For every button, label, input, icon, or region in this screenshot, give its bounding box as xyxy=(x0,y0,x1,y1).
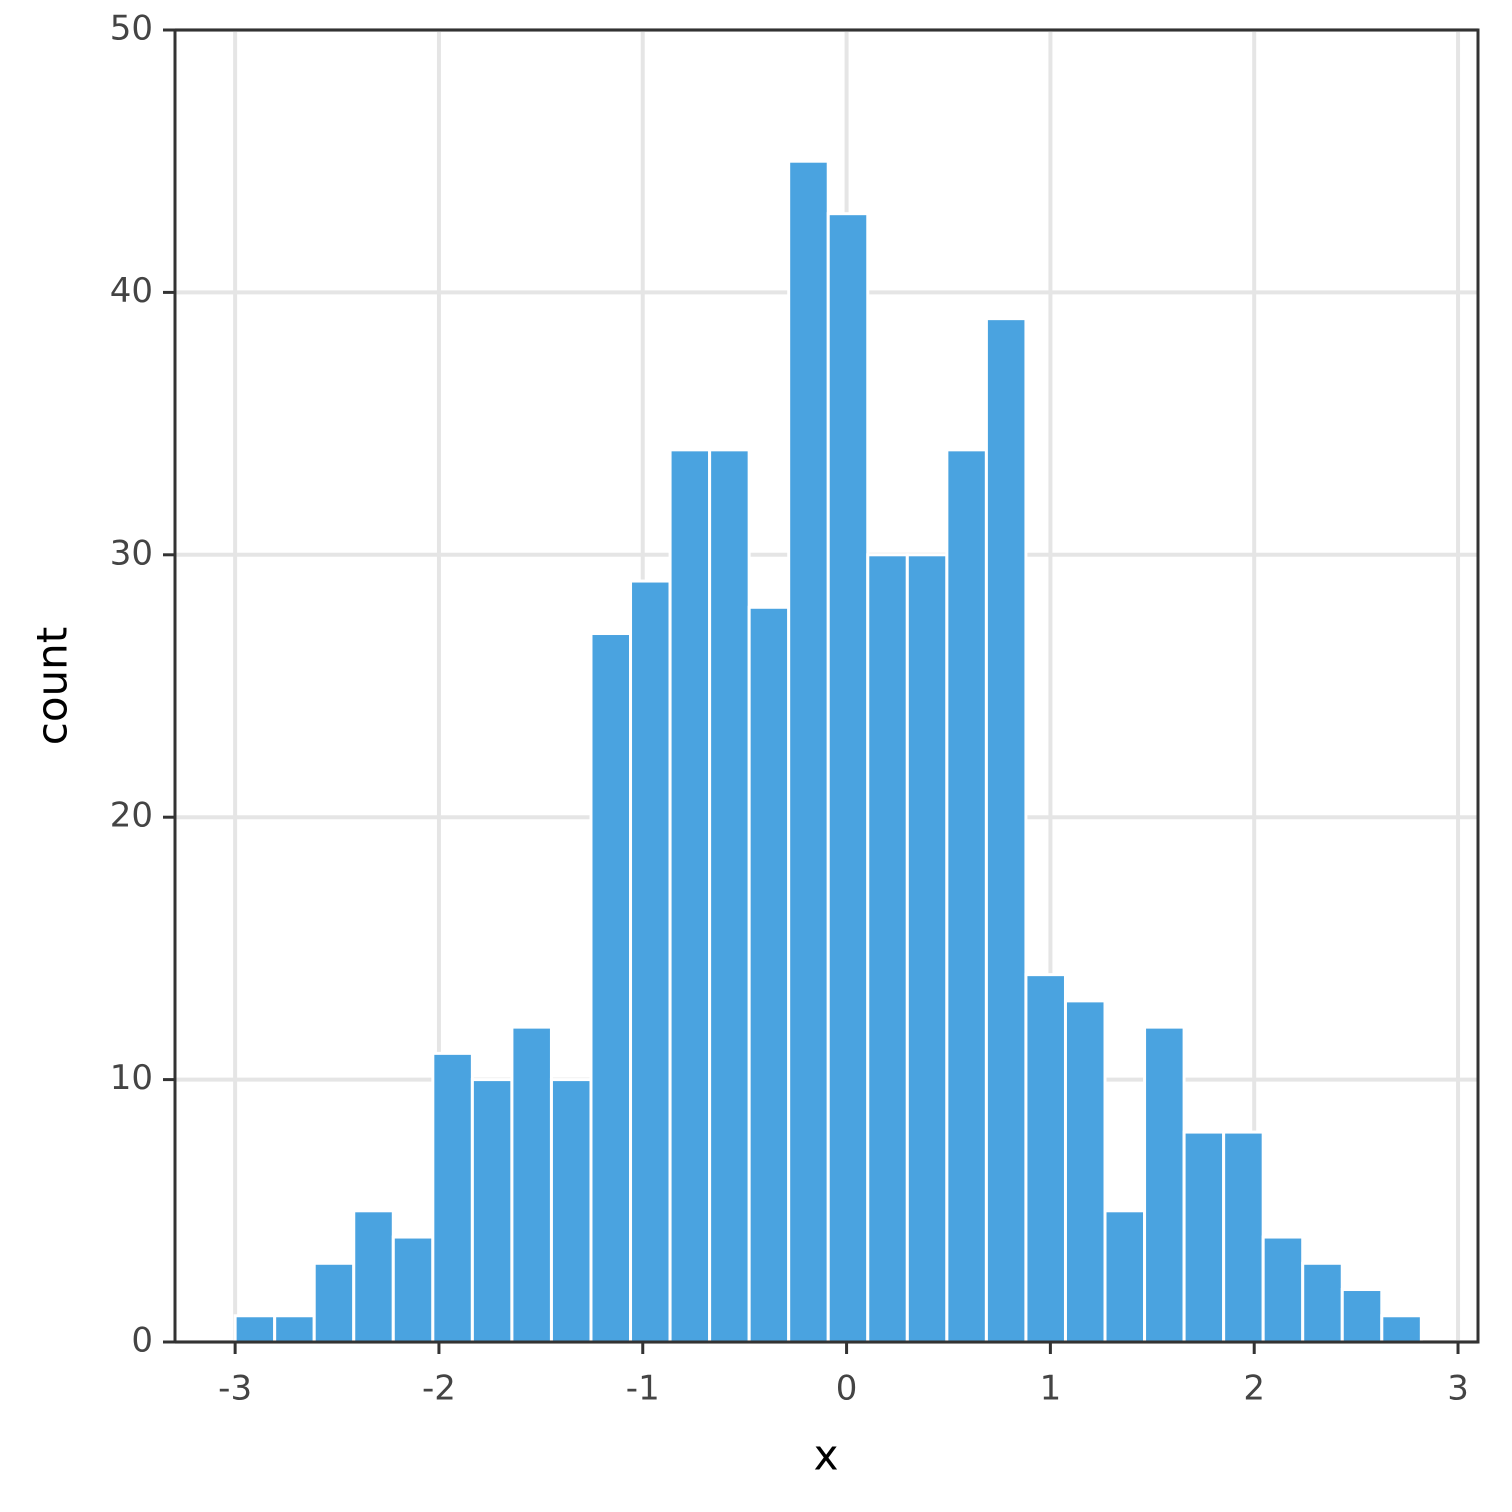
bar xyxy=(273,1314,316,1344)
bar xyxy=(1063,999,1107,1344)
bar xyxy=(945,448,988,1344)
x-tick-label: -3 xyxy=(218,1369,252,1409)
bar xyxy=(1024,973,1067,1344)
bar xyxy=(470,1078,514,1344)
bar xyxy=(984,317,1028,1344)
bar xyxy=(787,159,830,1344)
bars xyxy=(233,159,1423,1344)
x-tick-label: 1 xyxy=(1040,1369,1062,1409)
bar xyxy=(1380,1314,1423,1344)
bar xyxy=(708,448,751,1344)
bar xyxy=(905,553,949,1344)
bar xyxy=(431,1051,474,1344)
bar xyxy=(589,632,633,1344)
bar xyxy=(826,212,870,1344)
bar xyxy=(352,1209,395,1344)
bar xyxy=(668,448,712,1344)
y-axis-title: count xyxy=(28,627,77,746)
panel-border xyxy=(173,28,1480,1344)
bar xyxy=(1103,1209,1147,1344)
bar xyxy=(1261,1235,1305,1344)
bar xyxy=(1340,1288,1384,1344)
bar xyxy=(866,553,909,1344)
x-tick-label: 0 xyxy=(836,1369,858,1409)
bar xyxy=(549,1078,593,1344)
y-tick-label: 50 xyxy=(110,9,153,49)
y-tick-label: 10 xyxy=(110,1058,153,1098)
bar xyxy=(1222,1130,1265,1344)
bar xyxy=(629,579,672,1344)
x-tick-label: 2 xyxy=(1243,1369,1265,1409)
x-tick-label: 3 xyxy=(1447,1369,1469,1409)
bar xyxy=(312,1261,356,1344)
bar xyxy=(391,1235,435,1344)
y-tick-label: 20 xyxy=(110,796,153,836)
bar xyxy=(747,605,791,1344)
bar xyxy=(233,1314,277,1344)
y-tick-label: 30 xyxy=(110,533,153,573)
y-tick-label: 40 xyxy=(110,271,153,311)
bar xyxy=(1143,1025,1186,1344)
bar xyxy=(1182,1130,1226,1344)
bar xyxy=(1301,1261,1344,1344)
x-tick-label: -2 xyxy=(422,1369,456,1409)
x-axis-title: x xyxy=(814,1431,839,1480)
bar xyxy=(510,1025,553,1344)
y-tick-label: 0 xyxy=(131,1321,153,1361)
x-tick-label: -1 xyxy=(626,1369,660,1409)
